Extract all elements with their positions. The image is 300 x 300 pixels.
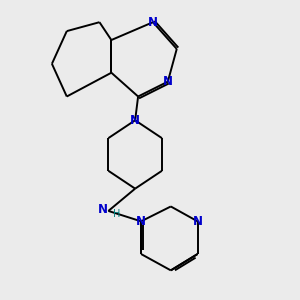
Text: N: N [148, 16, 158, 29]
Text: N: N [193, 215, 202, 228]
Text: N: N [130, 114, 140, 127]
Text: H: H [113, 209, 120, 219]
Text: N: N [163, 75, 173, 88]
Text: N: N [98, 203, 108, 216]
Text: N: N [136, 215, 146, 228]
